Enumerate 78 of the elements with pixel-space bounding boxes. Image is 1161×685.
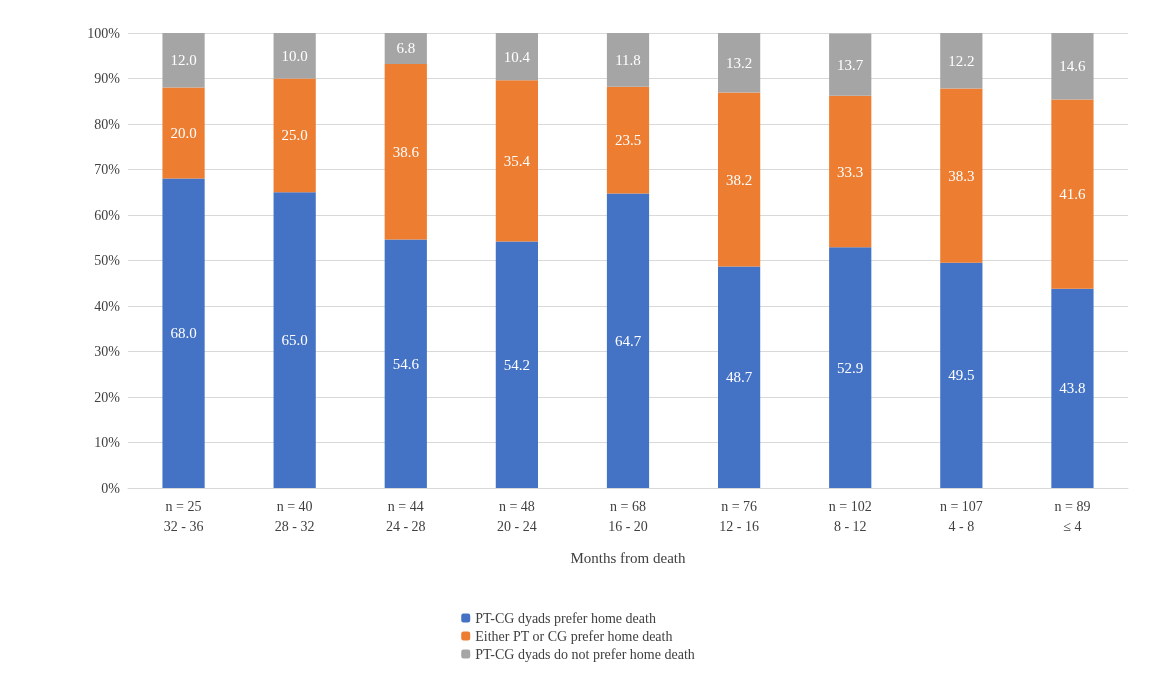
data-label: 41.6 — [1059, 186, 1087, 203]
x-tick-label: n = 48 20 - 24 — [497, 498, 537, 534]
data-label: 52.9 — [837, 359, 864, 376]
bar — [384, 63, 427, 240]
data-label: 23.5 — [614, 132, 642, 149]
bar — [829, 247, 872, 488]
bar — [606, 33, 650, 87]
data-label: 65.0 — [281, 332, 308, 349]
y-tick-label: 80% — [94, 116, 121, 132]
data-label: 14.6 — [1059, 58, 1087, 75]
bar — [1051, 99, 1094, 289]
bar — [940, 262, 983, 488]
bar — [384, 239, 427, 488]
data-label: 13.7 — [837, 56, 864, 73]
data-label: 54.2 — [503, 356, 531, 373]
x-tick-label: n = 25 32 - 36 — [163, 498, 204, 534]
bar — [273, 192, 316, 488]
data-label: 54.6 — [392, 355, 420, 372]
bar — [495, 241, 538, 488]
bar — [829, 95, 872, 248]
data-label: 48.7 — [725, 369, 753, 386]
data-label: 68.0 — [170, 325, 197, 342]
data-label: 12.0 — [170, 52, 197, 69]
bar — [940, 33, 983, 89]
bar — [829, 33, 872, 96]
data-label: 38.3 — [948, 167, 975, 184]
x-axis-title: Months from death — [570, 549, 686, 566]
y-tick-label: 20% — [94, 389, 121, 405]
y-tick-label: 50% — [94, 253, 121, 268]
bar — [1051, 33, 1094, 100]
data-label: 38.6 — [392, 143, 420, 160]
data-label: 12.2 — [948, 52, 975, 69]
data-label: 38.2 — [725, 171, 753, 188]
y-tick-label: 40% — [94, 298, 121, 314]
data-label: 20.0 — [170, 125, 197, 142]
bar — [606, 86, 650, 194]
data-label: 13.2 — [725, 54, 753, 71]
data-label: 49.5 — [948, 367, 975, 384]
bar — [273, 33, 316, 79]
y-tick-label: 10% — [94, 435, 121, 450]
y-tick-label: 0% — [101, 480, 121, 496]
y-tick-label: 60% — [94, 207, 121, 223]
x-tick-label: n = 44 24 - 28 — [385, 498, 426, 534]
bar — [273, 78, 316, 193]
bar — [162, 87, 205, 179]
x-tick-label: n = 76 12 - 16 — [719, 498, 759, 534]
y-tick-label: 70% — [94, 162, 121, 177]
data-label: 64.7 — [614, 332, 642, 349]
bar — [1051, 288, 1094, 488]
bar — [162, 178, 205, 488]
data-label: 43.8 — [1059, 380, 1086, 397]
data-label: 10.4 — [503, 48, 531, 65]
x-tick-label: n = 107 4 - 8 — [939, 498, 983, 534]
data-label: 6.8 — [396, 40, 416, 57]
x-tick-label: n = 40 28 - 32 — [274, 498, 315, 534]
y-tick-label: 30% — [94, 344, 121, 359]
data-label: 10.0 — [281, 47, 308, 64]
bar — [495, 33, 538, 81]
bar — [495, 80, 538, 242]
data-label: 35.4 — [503, 152, 531, 169]
legend-label: Either PT or CG prefer home death — [475, 628, 673, 644]
bar — [718, 266, 761, 488]
data-label: 25.0 — [281, 127, 308, 144]
x-tick-label: n = 102 8 - 12 — [828, 498, 872, 534]
legend-label: PT-CG dyads prefer home death — [475, 610, 656, 626]
bar — [162, 33, 205, 88]
data-label: 11.8 — [615, 51, 641, 68]
bar — [718, 92, 761, 267]
y-tick-label: 90% — [94, 71, 121, 86]
bar — [940, 88, 983, 263]
legend-label: PT-CG dyads do not prefer home death — [475, 646, 695, 662]
x-tick-label: n = 89 ≤ 4 — [1054, 498, 1091, 534]
data-label: 33.3 — [837, 163, 864, 180]
x-tick-label: n = 68 16 - 20 — [608, 498, 648, 534]
bar — [718, 33, 761, 93]
y-tick-label: 100% — [87, 25, 121, 41]
bar — [606, 193, 650, 488]
bar — [384, 33, 427, 64]
